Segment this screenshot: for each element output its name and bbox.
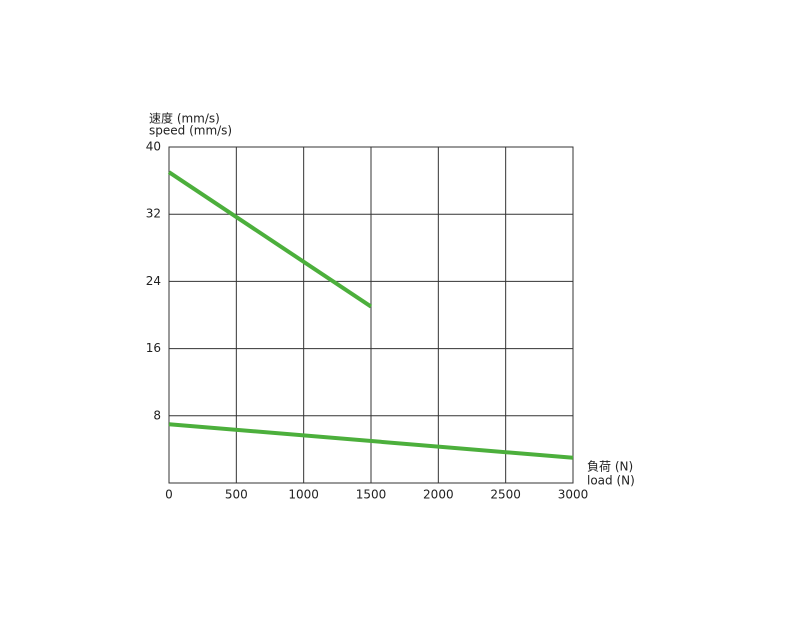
x-tick-label: 1000: [288, 488, 319, 502]
x-tick-label: 2000: [423, 488, 454, 502]
y-tick-label: 24: [146, 274, 161, 288]
x-tick-label: 2500: [490, 488, 521, 502]
data-line: [167, 170, 373, 309]
x-axis-label: 負荷 (N): [587, 460, 633, 474]
y-axis-label: speed (mm/s): [149, 124, 232, 138]
y-tick-label: 40: [146, 140, 161, 154]
x-axis-label: load (N): [587, 474, 635, 488]
y-tick-label: 32: [146, 207, 161, 221]
y-axis-label: 速度 (mm/s): [149, 111, 220, 126]
x-tick-label: 3000: [558, 488, 589, 502]
x-tick-label: 500: [225, 488, 248, 502]
x-tick-label: 0: [165, 488, 173, 502]
y-tick-label: 16: [146, 341, 161, 355]
x-tick-label: 1500: [356, 488, 387, 502]
data-line: [168, 422, 574, 460]
y-tick-label: 8: [153, 408, 161, 422]
